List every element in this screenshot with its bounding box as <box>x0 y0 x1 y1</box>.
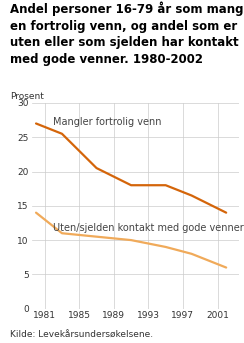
Text: Kilde: Levekårsundersøkelsene.: Kilde: Levekårsundersøkelsene. <box>10 331 153 340</box>
Text: Mangler fortrolig venn: Mangler fortrolig venn <box>53 117 162 127</box>
Text: Uten/sjelden kontakt med gode venner: Uten/sjelden kontakt med gode venner <box>53 223 244 233</box>
Text: Prosent: Prosent <box>10 92 44 101</box>
Text: Andel personer 16-79 år som mangler
en fortrolig venn, og andel som er
uten elle: Andel personer 16-79 år som mangler en f… <box>10 2 244 66</box>
